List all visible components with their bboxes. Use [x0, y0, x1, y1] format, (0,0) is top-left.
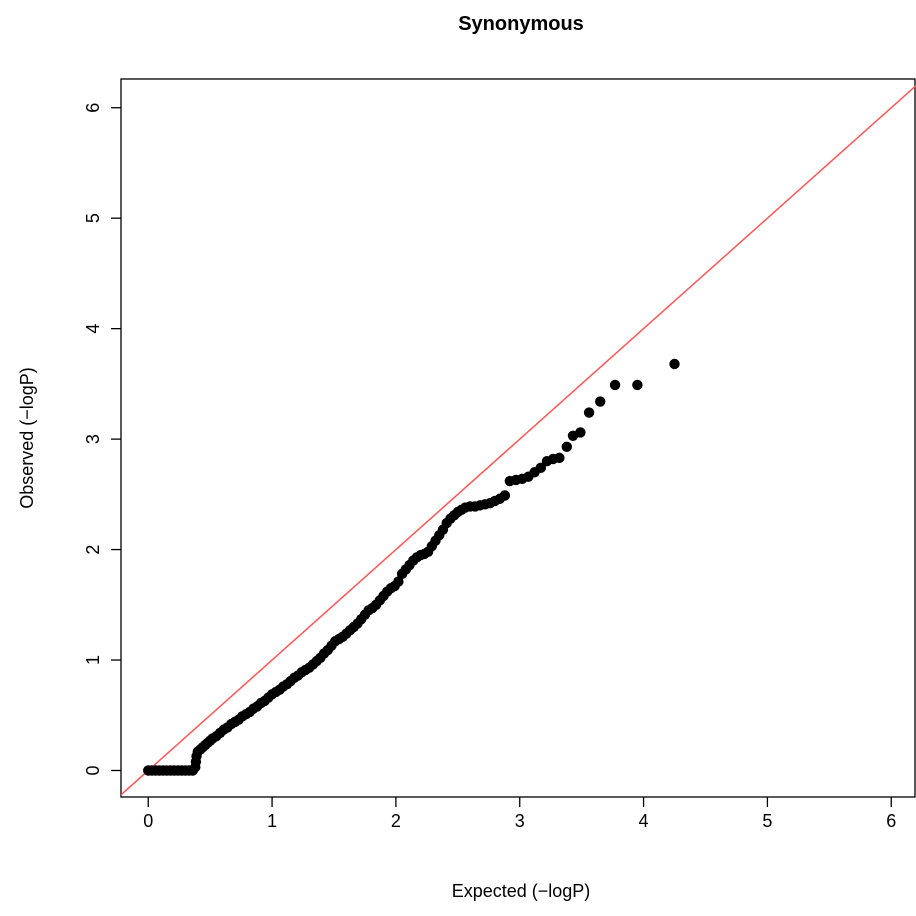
- data-point: [609, 379, 621, 391]
- plot-frame: [120, 78, 916, 798]
- y-axis-label: Observed (−logP): [17, 367, 37, 509]
- x-tick-label: 2: [391, 811, 401, 831]
- data-point: [393, 576, 404, 587]
- axes: 0 1 2 3 4 5 6 0 1 2 3 4 5 6: [83, 78, 916, 831]
- y-tick-label: 4: [83, 324, 103, 334]
- y-tick-label: 2: [83, 545, 103, 555]
- data-points: [143, 358, 680, 776]
- y-tick-label: 6: [83, 103, 103, 113]
- data-point: [554, 452, 565, 464]
- y-tick-label: 1: [83, 655, 103, 665]
- y-tick-label: 3: [83, 434, 103, 444]
- data-point: [632, 379, 643, 391]
- x-tick-label: 3: [515, 811, 525, 831]
- y-tick-label: 5: [83, 213, 103, 223]
- data-point: [575, 427, 586, 438]
- x-tick-label: 6: [886, 811, 896, 831]
- y-tick-label: 0: [83, 765, 103, 775]
- data-point: [583, 407, 595, 418]
- x-tick-label: 0: [143, 811, 153, 831]
- x-tick-label: 4: [639, 811, 649, 831]
- x-tick-label: 1: [267, 811, 277, 831]
- data-point: [595, 396, 606, 407]
- chart-title: Synonymous: [458, 13, 584, 35]
- x-axis-label: Expected (−logP): [452, 881, 591, 901]
- data-point: [499, 490, 511, 501]
- data-point: [561, 441, 572, 453]
- x-tick-label: 5: [762, 811, 772, 831]
- data-point: [669, 358, 680, 370]
- data-point: [535, 462, 546, 474]
